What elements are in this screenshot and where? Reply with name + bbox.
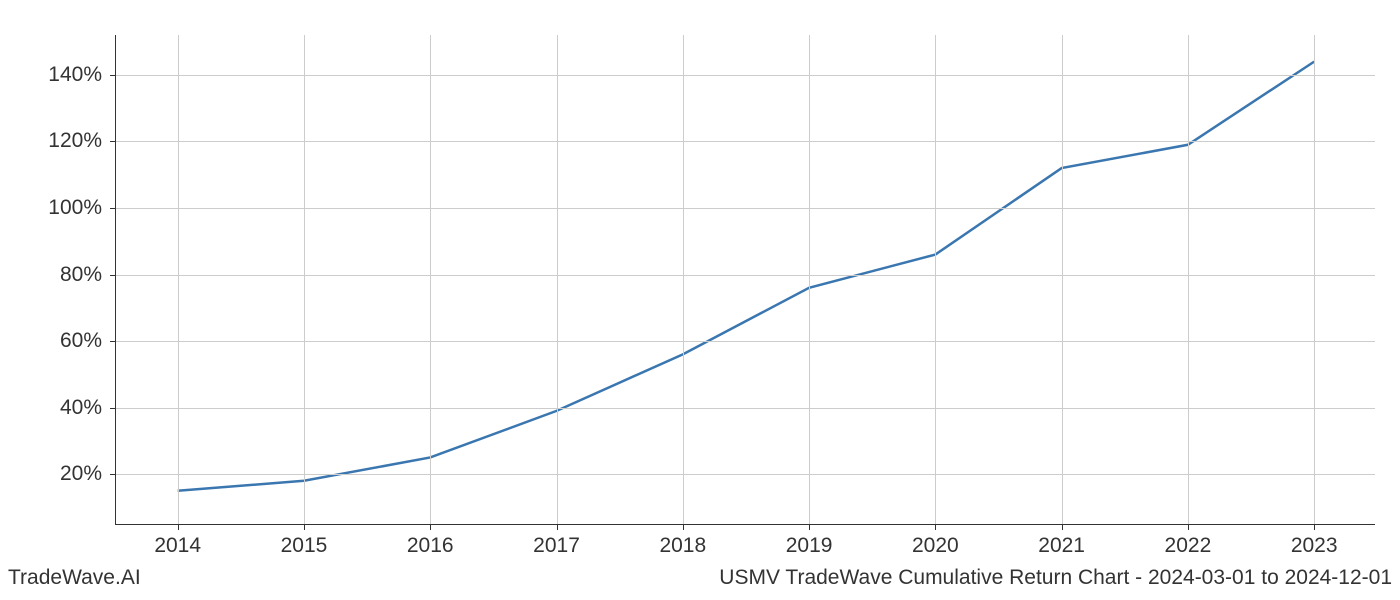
y-tick-mark — [110, 75, 116, 76]
grid-line-vertical — [809, 35, 810, 524]
x-tick-mark — [809, 524, 810, 530]
x-tick-mark — [935, 524, 936, 530]
y-tick-mark — [110, 474, 116, 475]
grid-line-vertical — [683, 35, 684, 524]
grid-line-vertical — [1062, 35, 1063, 524]
x-tick-label: 2015 — [281, 534, 328, 558]
grid-line-horizontal — [116, 141, 1375, 142]
x-tick-label: 2014 — [154, 534, 201, 558]
y-tick-label: 140% — [48, 63, 102, 87]
grid-line-vertical — [304, 35, 305, 524]
chart-container: 2014201520162017201820192020202120222023… — [115, 35, 1375, 525]
x-tick-label: 2019 — [786, 534, 833, 558]
y-tick-mark — [110, 208, 116, 209]
grid-line-vertical — [557, 35, 558, 524]
grid-line-horizontal — [116, 208, 1375, 209]
grid-line-vertical — [178, 35, 179, 524]
y-tick-mark — [110, 408, 116, 409]
grid-line-horizontal — [116, 474, 1375, 475]
x-tick-label: 2023 — [1291, 534, 1338, 558]
y-tick-mark — [110, 341, 116, 342]
y-tick-label: 120% — [48, 129, 102, 153]
x-tick-label: 2017 — [533, 534, 580, 558]
grid-line-horizontal — [116, 341, 1375, 342]
x-tick-mark — [1188, 524, 1189, 530]
x-tick-mark — [304, 524, 305, 530]
y-tick-label: 20% — [60, 462, 102, 486]
y-tick-label: 60% — [60, 329, 102, 353]
x-tick-label: 2020 — [912, 534, 959, 558]
x-tick-mark — [557, 524, 558, 530]
grid-line-vertical — [1188, 35, 1189, 524]
y-tick-mark — [110, 141, 116, 142]
x-tick-mark — [178, 524, 179, 530]
footer-right-label: USMV TradeWave Cumulative Return Chart -… — [719, 566, 1392, 590]
y-tick-label: 100% — [48, 196, 102, 220]
grid-line-vertical — [935, 35, 936, 524]
x-tick-label: 2021 — [1038, 534, 1085, 558]
x-tick-mark — [1062, 524, 1063, 530]
y-tick-label: 80% — [60, 263, 102, 287]
grid-line-horizontal — [116, 275, 1375, 276]
y-tick-mark — [110, 275, 116, 276]
x-tick-mark — [683, 524, 684, 530]
x-tick-label: 2018 — [659, 534, 706, 558]
y-tick-label: 40% — [60, 396, 102, 420]
plot-area: 2014201520162017201820192020202120222023… — [115, 35, 1375, 525]
grid-line-vertical — [1314, 35, 1315, 524]
grid-line-horizontal — [116, 408, 1375, 409]
grid-line-horizontal — [116, 75, 1375, 76]
x-tick-label: 2016 — [407, 534, 454, 558]
x-tick-mark — [430, 524, 431, 530]
x-tick-mark — [1314, 524, 1315, 530]
footer-left-label: TradeWave.AI — [8, 566, 141, 590]
x-tick-label: 2022 — [1165, 534, 1212, 558]
grid-line-vertical — [430, 35, 431, 524]
